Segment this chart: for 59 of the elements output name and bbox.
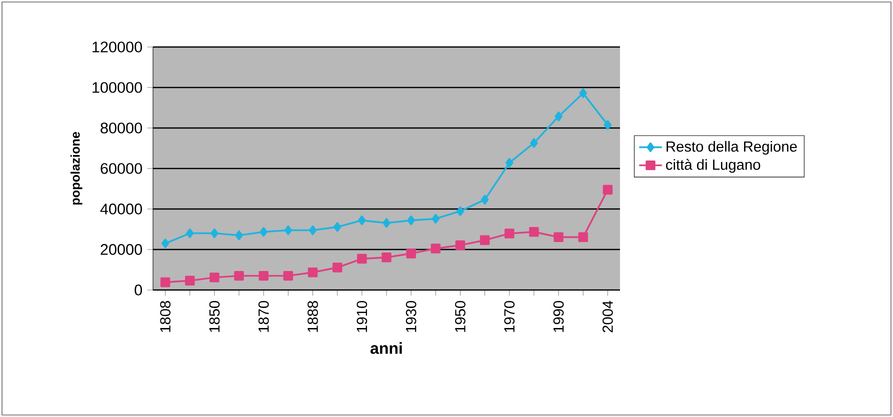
- x-tick-label: 1888: [308, 301, 318, 332]
- point: [161, 238, 170, 248]
- point: [504, 228, 514, 238]
- point: [210, 272, 220, 282]
- y-tick-label: 60000: [100, 163, 142, 174]
- point: [235, 230, 243, 240]
- point: [432, 214, 440, 224]
- legend-label: Resto della Regione: [666, 140, 797, 155]
- x-tick-label: 2004: [602, 300, 613, 332]
- point: [382, 218, 390, 228]
- point: [308, 225, 317, 236]
- point: [554, 112, 562, 122]
- point: [308, 268, 318, 278]
- point: [455, 240, 466, 250]
- point: [578, 232, 588, 242]
- point: [186, 228, 194, 238]
- x-tick-label: 1910: [356, 300, 368, 332]
- x-tick-label: 1990: [553, 300, 564, 332]
- x-tick-label: 1950: [455, 300, 466, 332]
- point: [406, 248, 416, 258]
- x-tick-label: 1970: [504, 300, 515, 332]
- point: [210, 228, 218, 238]
- y-tick-label: 120000: [92, 42, 142, 52]
- point: [604, 120, 612, 130]
- point: [480, 235, 490, 246]
- y-tick-label: 20000: [100, 244, 142, 255]
- point: [407, 215, 415, 226]
- point: [185, 276, 195, 286]
- point: [284, 225, 292, 236]
- point: [579, 88, 587, 98]
- point: [258, 270, 268, 281]
- point: [234, 270, 244, 281]
- point: [333, 222, 342, 232]
- x-tick-label: 1808: [160, 301, 170, 332]
- legend-label: città di Lugano: [666, 158, 760, 173]
- point: [456, 206, 464, 216]
- point: [160, 277, 170, 288]
- point: [430, 244, 441, 254]
- point: [332, 262, 342, 272]
- point: [260, 227, 268, 237]
- y-tick-label: 80000: [100, 122, 142, 134]
- point: [529, 227, 539, 237]
- point: [358, 215, 366, 226]
- y-axis-title: popolazione: [70, 132, 82, 205]
- point: [357, 254, 367, 264]
- point: [554, 232, 564, 242]
- x-tick-label: 1850: [209, 300, 220, 332]
- x-tick-label: 1930: [406, 300, 416, 332]
- point: [480, 194, 489, 205]
- point: [530, 138, 538, 148]
- y-tick-label: 100000: [92, 82, 142, 93]
- y-tick-label: 0: [134, 284, 142, 296]
- point: [602, 184, 613, 195]
- point: [506, 158, 514, 168]
- x-tick-label: 1870: [258, 300, 269, 332]
- x-axis-title: anni: [370, 342, 402, 354]
- point: [382, 252, 392, 262]
- point: [283, 270, 294, 281]
- y-tick-label: 40000: [100, 204, 142, 214]
